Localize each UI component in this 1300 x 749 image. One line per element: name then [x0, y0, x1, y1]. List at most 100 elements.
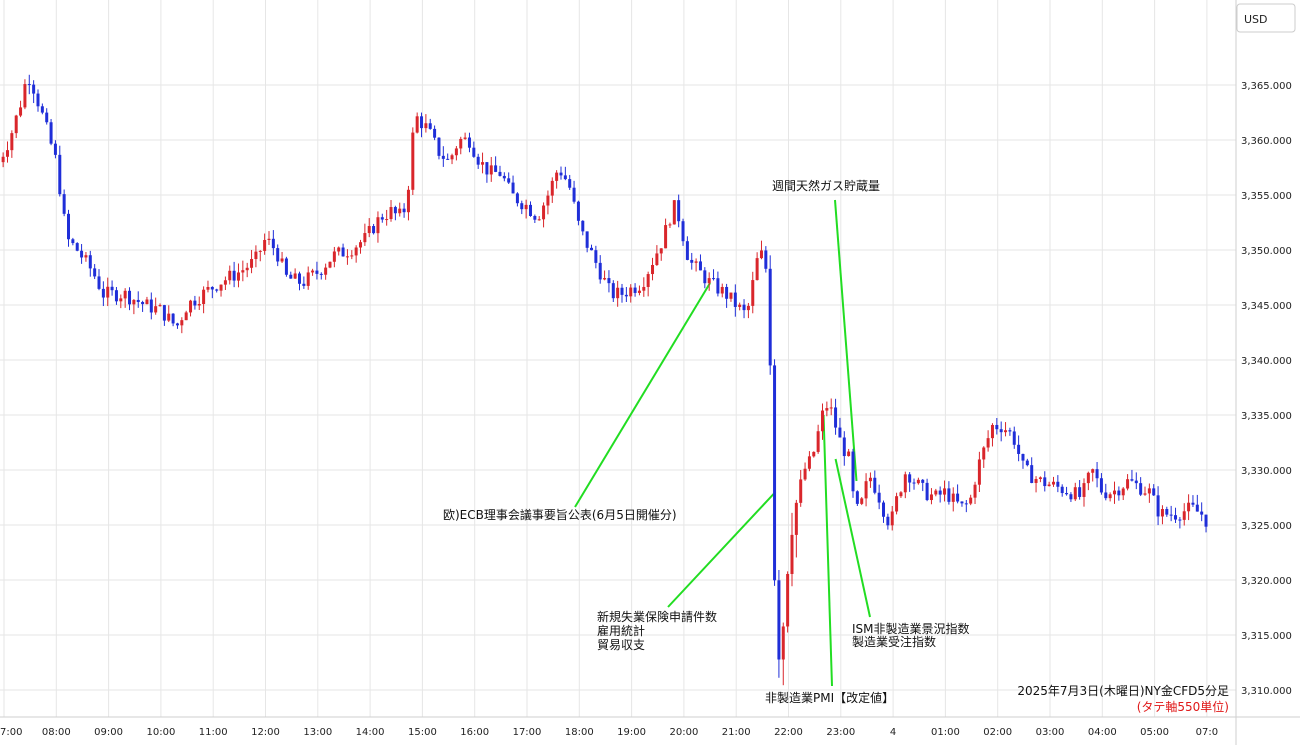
- candle-body: [398, 208, 402, 214]
- candle-body: [520, 203, 524, 210]
- candle-body: [1060, 486, 1064, 494]
- chart-subtitle: (タテ軸550単位): [1137, 699, 1229, 714]
- candle-body: [1113, 490, 1117, 495]
- candle-body: [241, 270, 245, 273]
- candle-body: [415, 116, 419, 133]
- candle-body: [598, 262, 602, 280]
- candle-body: [986, 438, 990, 448]
- annotation-lines: [574, 199, 871, 687]
- candle-body: [672, 200, 676, 225]
- candle-body: [773, 365, 777, 581]
- candle-body: [1030, 465, 1034, 483]
- candle-body: [607, 278, 611, 284]
- candle-body: [476, 156, 480, 165]
- candle-body: [886, 516, 890, 526]
- candle-body: [916, 479, 920, 484]
- candle-body: [982, 447, 986, 460]
- candle-body: [733, 292, 737, 307]
- candle-body: [877, 492, 881, 503]
- candle-body: [263, 239, 267, 251]
- candle-body: [1047, 484, 1051, 487]
- candle-body: [829, 407, 833, 409]
- candle-body: [1200, 511, 1204, 515]
- chart-caption: 2025年7月3日(木曜日)NY金CFD5分足 (タテ軸550単位): [1017, 683, 1229, 714]
- candle-body: [1169, 514, 1173, 516]
- candle-body: [189, 300, 193, 313]
- candle-body: [899, 492, 903, 497]
- candle-body: [206, 286, 210, 290]
- candle-body: [1051, 481, 1055, 485]
- candle-body: [202, 289, 206, 305]
- candle-body: [354, 247, 358, 256]
- candle-body: [1043, 477, 1047, 487]
- candle-body: [698, 261, 702, 271]
- x-tick-label: 03:00: [1036, 727, 1065, 738]
- candle-body: [755, 258, 759, 281]
- candle-body: [446, 158, 450, 160]
- candles: [1, 74, 1208, 686]
- candle-body: [921, 479, 925, 483]
- y-tick-label: 3,340.000: [1241, 356, 1292, 367]
- candle-body: [27, 84, 31, 86]
- candle-body: [799, 479, 803, 503]
- candle-body: [110, 286, 114, 291]
- candle-body: [1130, 479, 1134, 481]
- y-tick-label: 3,335.000: [1241, 411, 1292, 422]
- candle-body: [742, 304, 746, 311]
- candle-body: [149, 299, 153, 313]
- candle-body: [119, 298, 123, 302]
- candle-body: [385, 219, 389, 221]
- x-tick-label: 08:00: [42, 727, 71, 738]
- candle-body: [912, 482, 916, 484]
- candle-body: [19, 107, 23, 116]
- candle-body: [903, 474, 907, 493]
- x-tick-labels: 7:00 08:00 09:00 10:00 11:00 12:00 13:00 14:00 1…: [0, 727, 1218, 738]
- candle-body: [293, 273, 297, 279]
- candle-body: [1117, 490, 1121, 496]
- candle-body: [1147, 488, 1151, 494]
- candle-body: [1121, 488, 1125, 496]
- candle-body: [659, 248, 663, 254]
- candle-body: [1160, 509, 1164, 517]
- candle-body: [537, 219, 541, 221]
- candle-body: [685, 241, 689, 260]
- currency-badge[interactable]: [1236, 3, 1296, 33]
- candle-body: [167, 313, 171, 321]
- candle-body: [694, 261, 698, 263]
- candle-body: [428, 123, 432, 129]
- y-tick-label: 3,330.000: [1241, 466, 1292, 477]
- candle-body: [616, 287, 620, 299]
- candle-body: [485, 162, 489, 175]
- candle-body: [128, 290, 132, 305]
- candle-body: [764, 250, 768, 269]
- candle-body: [964, 503, 968, 505]
- candle-body: [114, 290, 118, 302]
- candle-body: [1012, 431, 1016, 445]
- candle-body: [624, 294, 628, 297]
- candle-body: [716, 278, 720, 294]
- candle-body: [23, 84, 27, 108]
- candle-body: [1165, 509, 1169, 515]
- candle-body: [289, 274, 293, 279]
- candle-body: [154, 306, 158, 313]
- candle-body: [768, 268, 772, 366]
- candle-body: [193, 300, 197, 306]
- candle-body: [637, 290, 641, 293]
- candle-body: [720, 286, 724, 294]
- candle-body: [341, 247, 345, 257]
- candle-body: [620, 287, 624, 295]
- candle-body: [1191, 502, 1195, 505]
- candle-body: [1021, 453, 1025, 461]
- annotation-trade-balance: 貿易収支: [597, 638, 645, 652]
- candle-body: [498, 171, 502, 176]
- x-tick-label: 4: [890, 727, 896, 738]
- candle-body: [40, 106, 44, 113]
- candle-body: [642, 286, 646, 291]
- candle-body: [1017, 444, 1021, 454]
- candle-body: [969, 497, 973, 504]
- candle-body: [406, 189, 410, 213]
- candle-body: [581, 220, 585, 232]
- candle-body: [668, 224, 672, 226]
- candle-body: [677, 200, 681, 222]
